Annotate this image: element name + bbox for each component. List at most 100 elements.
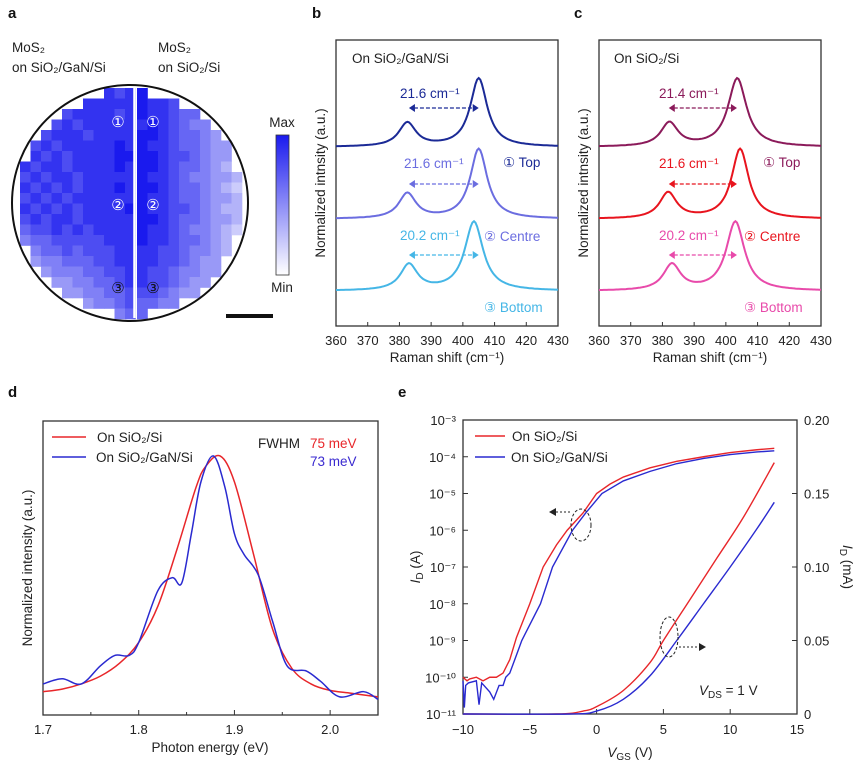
- heatmap-cell: [83, 172, 94, 183]
- y-axis-label-b: Normalized intnsity (a.u.): [313, 108, 328, 257]
- heatmap-cell: [30, 140, 42, 152]
- heatmap-cell: [137, 172, 148, 183]
- heatmap-cell: [114, 298, 126, 309]
- heatmap-cell: [147, 119, 159, 131]
- heatmap-cell: [179, 214, 190, 225]
- position-marker: ③: [111, 280, 124, 297]
- heatmap-cell: [147, 256, 159, 267]
- heatmap-cell: [231, 172, 243, 183]
- heatmap-cell: [200, 119, 211, 131]
- heatmap-cell: [158, 109, 169, 120]
- heatmap-cell: [72, 266, 84, 278]
- heatmap-cell: [41, 224, 52, 236]
- x-tick-label: 1.7: [34, 722, 52, 737]
- right-title-line2: on SiO₂/Si: [158, 60, 220, 75]
- heatmap-cell: [147, 151, 159, 162]
- heatmap-cell: [83, 109, 94, 120]
- heatmap-cell: [93, 203, 105, 215]
- heatmap-cell: [30, 182, 42, 194]
- y-left-tick-label: 10⁻⁶: [429, 523, 456, 538]
- x-tick-label: 400: [452, 333, 474, 348]
- heatmap-cell: [168, 203, 180, 215]
- heatmap-cell: [168, 109, 180, 120]
- y-right-tick-label: 0: [804, 707, 811, 722]
- heatmap-cell: [147, 235, 159, 246]
- y-left-tick-label: 10⁻³: [430, 413, 456, 428]
- x-tick-label: 2.0: [321, 722, 339, 737]
- heatmap-cell: [114, 203, 126, 215]
- heatmap-cell: [200, 235, 211, 246]
- heatmap-cell: [189, 224, 201, 236]
- left-title-line1: MoS₂: [12, 40, 45, 55]
- legend-label-sio2-si-e: On SiO₂/Si: [512, 429, 577, 444]
- x-tick-label: 380: [389, 333, 411, 348]
- x-tick-label: 410: [484, 333, 506, 348]
- heatmap-cell: [83, 203, 94, 215]
- raman-spectrum-top: [335, 76, 559, 148]
- heatmap-cell: [83, 151, 94, 162]
- heatmap-cell: [125, 298, 136, 309]
- heatmap-cell: [104, 203, 115, 215]
- heatmap-cell: [104, 298, 115, 309]
- panel-c: c On SiO₂/Si Normalized intnsity (a.u.) …: [574, 5, 832, 365]
- heatmap-cell: [168, 256, 180, 267]
- heatmap-cell: [179, 182, 190, 194]
- heatmap-cell: [125, 266, 136, 278]
- raman-spectrum-bottom: [599, 219, 821, 291]
- heatmap-cell: [168, 130, 180, 141]
- heatmap-cell: [30, 161, 42, 173]
- heatmap-cell: [104, 245, 115, 257]
- legend-label-sio2-gan-si-d: On SiO₂/GaN/Si: [96, 450, 193, 465]
- heatmap-cell: [114, 214, 126, 225]
- heatmap-cell: [93, 298, 105, 309]
- x-tick-label: 400: [715, 333, 737, 348]
- heatmap-cell: [158, 235, 169, 246]
- heatmap-cell: [51, 140, 63, 152]
- heatmap-cell: [83, 98, 94, 110]
- heatmap-cell: [210, 266, 222, 278]
- y-left-tick-label: 10⁻⁴: [429, 450, 456, 465]
- heatmap-cell: [210, 214, 222, 225]
- heatmap-cell: [221, 245, 232, 257]
- plot-frame-d: [42, 420, 379, 716]
- y-right-tick-label: 0.10: [804, 560, 829, 575]
- heatmap-cell: [158, 161, 169, 173]
- heatmap-cell: [72, 277, 84, 288]
- heatmap-cell: [125, 235, 136, 246]
- heatmap-cell: [189, 109, 201, 120]
- vds-annotation: VDS = 1 V: [699, 683, 758, 701]
- heatmap-cell: [189, 151, 201, 162]
- heatmap-cell: [114, 130, 126, 141]
- heatmap-cell: [93, 256, 105, 267]
- x-axis-label-c: Raman shift (cm⁻¹): [653, 350, 767, 365]
- heatmap-cell: [200, 245, 211, 257]
- heatmap-cell: [189, 203, 201, 215]
- heatmap-cell: [114, 172, 126, 183]
- y-right-tick-label: 0.05: [804, 634, 829, 649]
- heatmap-cell: [147, 182, 159, 194]
- x-tick-label: 360: [325, 333, 347, 348]
- raman-spectrum-centre: [336, 147, 558, 220]
- heatmap-cell: [210, 193, 222, 204]
- heatmap-cell: [20, 161, 31, 173]
- right-arrowhead-icon: [699, 643, 706, 651]
- heatmap-cell: [210, 203, 222, 215]
- heatmap-cell: [72, 235, 84, 246]
- heatmap-cell: [62, 119, 73, 131]
- heatmap-cell: [179, 224, 190, 236]
- heatmap-cell: [189, 172, 201, 183]
- colorbar: [275, 134, 290, 276]
- heatmap-cell: [200, 193, 211, 204]
- heatmap-cell: [62, 161, 73, 173]
- heatmap-cell: [83, 277, 94, 288]
- heatmap-cell: [104, 182, 115, 194]
- heatmap-cell: [41, 266, 52, 278]
- heatmap-cell: [210, 161, 222, 173]
- heatmap-cell: [41, 172, 52, 183]
- heatmap-cell: [41, 161, 52, 173]
- transfer-curve-right-sio2-si: [462, 462, 775, 715]
- heatmap-cell: [168, 193, 180, 204]
- heatmap-cell: [231, 224, 243, 236]
- vds-var: V: [699, 683, 710, 698]
